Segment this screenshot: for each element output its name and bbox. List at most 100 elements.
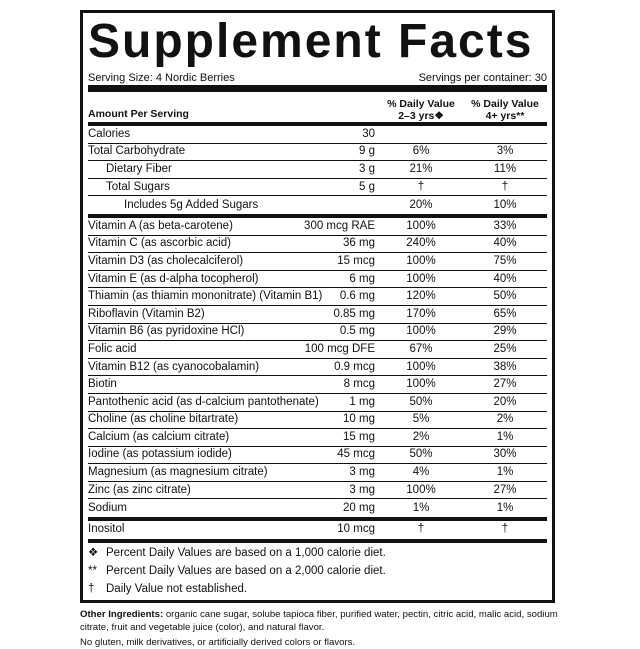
nutrient-amount: 15 mcg xyxy=(337,254,375,267)
column-header: Amount Per Serving % Daily Value 2–3 yrs❖… xyxy=(88,92,547,122)
dv-4-plus-yrs: 40% xyxy=(493,272,517,285)
dv-4-plus-yrs: † xyxy=(501,523,509,536)
nutrient-name: Calories xyxy=(88,127,131,140)
servings-per-container: Servings per container: 30 xyxy=(418,72,547,84)
nutrient-row: Pantothenic acid (as d-calcium pantothen… xyxy=(88,394,547,412)
dv-4-plus-yrs: 3% xyxy=(496,145,514,158)
footnote-text: Percent Daily Values are based on a 2,00… xyxy=(106,564,386,577)
dv-4-plus-yrs: 29% xyxy=(493,325,517,338)
nutrient-amount: 0.6 mg xyxy=(339,290,375,303)
nutrient-row: Choline (as choline bitartrate) 10 mg 5% 2% xyxy=(88,412,547,430)
dv-2-3-yrs: 100% xyxy=(406,483,436,496)
nutrient-amount: 5 g xyxy=(359,180,375,193)
nutrient-amount: 30 xyxy=(362,127,375,140)
nutrient-amount: 0.9 mcg xyxy=(334,360,375,373)
dv-4-plus-yrs: 38% xyxy=(493,360,517,373)
nutrient-row: Vitamin A (as beta-carotene) 300 mcg RAE 1… xyxy=(88,218,547,236)
nutrient-amount: 36 mg xyxy=(343,237,375,250)
nutrient-row: Total Sugars 5 g † † xyxy=(88,179,547,197)
nutrient-row: Thiamin (as thiamin mononitrate) (Vitami… xyxy=(88,288,547,306)
dv-2-3-yrs: 4% xyxy=(412,466,430,479)
footnote-symbol: ❖ xyxy=(88,546,99,559)
micronutrient-rows: Vitamin A (as beta-carotene) 300 mcg RAE 1… xyxy=(88,218,547,517)
footnote: ** Percent Daily Values are based on a 2,… xyxy=(88,562,547,580)
dv-2-3-yrs: 120% xyxy=(406,290,436,303)
nutrient-name: Vitamin E (as d-alpha tocopherol) xyxy=(88,272,259,285)
nutrient-name: Sodium xyxy=(88,501,127,514)
nutrient-name: Pantothenic acid (as d-calcium pantothen… xyxy=(88,395,319,408)
dv-2-3-yrs-header: % Daily Value 2–3 yrs❖ xyxy=(379,98,463,122)
nutrient-amount: 6 mg xyxy=(349,272,375,285)
nutrient-row: Calories 30 xyxy=(88,126,547,144)
nutrient-row: Total Carbohydrate 9 g 6% 3% xyxy=(88,144,547,162)
nutrient-amount: 100 mcg DFE xyxy=(304,342,375,355)
label-wrapper: Supplement Facts Serving Size: 4 Nordic … xyxy=(80,10,562,649)
nutrient-amount: 3 g xyxy=(359,162,375,175)
nutrient-name: Inositol xyxy=(88,523,125,536)
nutrient-name: Vitamin B12 (as cyanocobalamin) xyxy=(88,360,260,373)
nutrient-row: Riboflavin (Vitamin B2) 0.85 mg 170% 65% xyxy=(88,306,547,324)
nutrient-name: Riboflavin (Vitamin B2) xyxy=(88,307,205,320)
nutrient-name: Vitamin C (as ascorbic acid) xyxy=(88,237,231,250)
nutrient-row: Magnesium (as magnesium citrate) 3 mg 4% 1% xyxy=(88,464,547,482)
nutrient-amount: 300 mcg RAE xyxy=(304,219,375,232)
divider xyxy=(88,122,547,126)
divider xyxy=(88,538,547,543)
footnotes: ❖ Percent Daily Values are based on a 1,0… xyxy=(88,543,547,598)
dv-2-3-yrs: 1% xyxy=(412,501,430,514)
dv-4-plus-yrs: 40% xyxy=(493,237,517,250)
dv-2-3-yrs: † xyxy=(417,180,425,193)
dv-4-plus-yrs: 25% xyxy=(493,342,517,355)
dv-4-plus-yrs: 1% xyxy=(496,501,514,514)
footnote-symbol: ** xyxy=(88,564,97,577)
dv-4-plus-yrs: 75% xyxy=(493,254,517,267)
supplement-facts-panel: Supplement Facts Serving Size: 4 Nordic … xyxy=(80,10,555,603)
nutrient-name: Total Carbohydrate xyxy=(88,145,186,158)
dv-2-3-yrs: 100% xyxy=(406,254,436,267)
other-ingredients-label: Other Ingredients: xyxy=(80,608,164,620)
dv-4-plus-yrs: 30% xyxy=(493,448,517,461)
other-ingredients-text: organic cane sugar, solube tapioca fiber… xyxy=(80,608,558,633)
divider xyxy=(88,85,547,92)
nutrient-amount: 45 mcg xyxy=(337,448,375,461)
nutrient-name: Biotin xyxy=(88,378,117,391)
nutrient-name: Zinc (as zinc citrate) xyxy=(88,483,191,496)
dv-4-plus-yrs: 27% xyxy=(493,378,517,391)
nutrient-amount: 3 mg xyxy=(349,466,375,479)
nutrient-amount: 10 mcg xyxy=(337,523,375,536)
amount-per-serving-label: Amount Per Serving xyxy=(88,108,189,120)
nutrient-name: Iodine (as potassium iodide) xyxy=(88,448,232,461)
nutrient-amount: 9 g xyxy=(359,145,375,158)
nutrient-row: Folic acid 100 mcg DFE 67% 25% xyxy=(88,341,547,359)
dv-2-3-yrs: 100% xyxy=(406,219,436,232)
dv-4-plus-yrs: 1% xyxy=(496,466,514,479)
dv-2-3-yrs: † xyxy=(417,523,425,536)
nutrient-row: Vitamin C (as ascorbic acid) 36 mg 240% 40% xyxy=(88,236,547,254)
dv-4-plus-yrs: 10% xyxy=(493,198,517,211)
nutrient-amount: 0.5 mg xyxy=(339,325,375,338)
dv-2-3-yrs: 20% xyxy=(409,198,433,211)
dv-4-plus-yrs: 11% xyxy=(493,162,517,175)
nutrient-amount: 10 mg xyxy=(343,413,375,426)
nutrient-row: Biotin 8 mcg 100% 27% xyxy=(88,376,547,394)
dv-2-3-yrs: 100% xyxy=(406,325,436,338)
other-rows: Inositol 10 mcg † † xyxy=(88,521,547,539)
divider xyxy=(88,213,547,218)
disclaimer: No gluten, milk derivatives, or artifici… xyxy=(80,636,356,648)
dv-4-plus-yrs-header: % Daily Value 4+ yrs** xyxy=(463,98,547,122)
nutrient-name: Vitamin A (as beta-carotene) xyxy=(88,219,233,232)
header-text: % Daily Value xyxy=(471,98,539,110)
nutrient-name: Vitamin B6 (as pyridoxine HCl) xyxy=(88,325,245,338)
dv-4-plus-yrs: 65% xyxy=(493,307,517,320)
header-text: 2–3 yrs❖ xyxy=(398,110,444,122)
footnote: ❖ Percent Daily Values are based on a 1,0… xyxy=(88,544,547,562)
nutrient-amount: 3 mg xyxy=(349,483,375,496)
serving-size: Serving Size: 4 Nordic Berries xyxy=(88,72,235,84)
dv-2-3-yrs: 100% xyxy=(406,378,436,391)
dv-2-3-yrs: 21% xyxy=(409,162,433,175)
dv-4-plus-yrs: 20% xyxy=(493,395,517,408)
nutrient-row: Vitamin E (as d-alpha tocopherol) 6 mg 100… xyxy=(88,271,547,289)
nutrient-name: Vitamin D3 (as cholecalciferol) xyxy=(88,254,244,267)
header-text: 4+ yrs** xyxy=(485,110,525,122)
nutrient-name: Magnesium (as magnesium citrate) xyxy=(88,466,268,479)
